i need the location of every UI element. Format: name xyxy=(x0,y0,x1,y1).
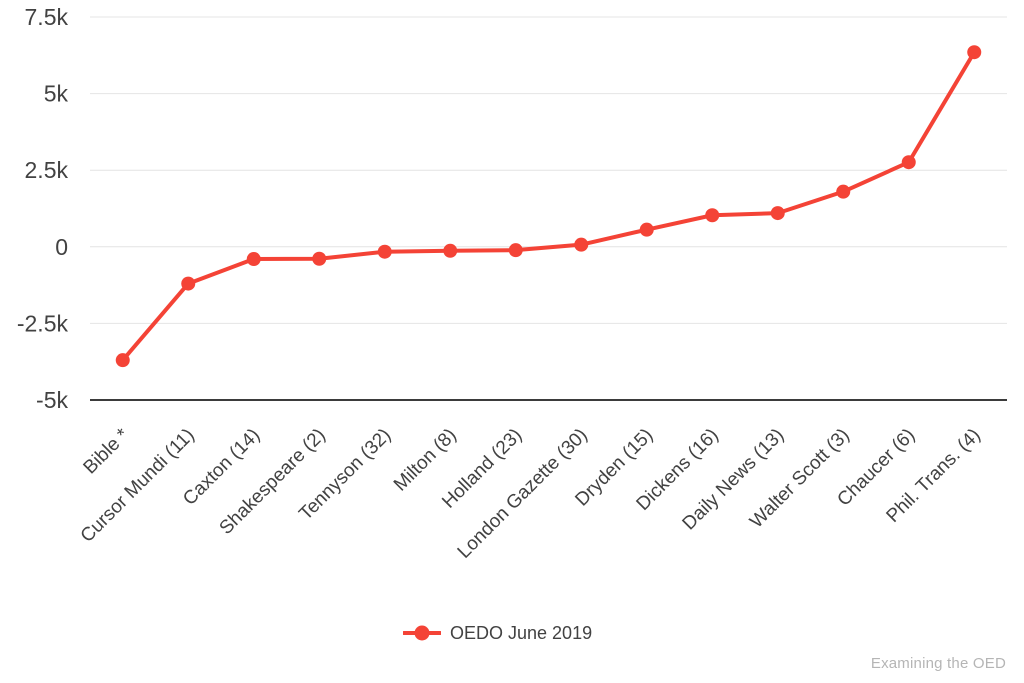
data-point xyxy=(705,208,720,223)
y-axis-tick-label: -2.5k xyxy=(17,310,69,336)
data-point xyxy=(967,45,982,60)
data-point xyxy=(115,353,130,368)
data-point xyxy=(443,243,458,258)
data-point xyxy=(181,276,196,291)
y-axis-tick-label: 0 xyxy=(55,234,68,260)
data-point xyxy=(901,155,916,170)
y-axis-tick-label: -5k xyxy=(36,387,68,413)
legend-series-marker-icon xyxy=(403,625,441,641)
data-point xyxy=(508,243,523,258)
y-axis-tick-label: 5k xyxy=(44,81,69,107)
data-point xyxy=(836,184,851,199)
series-line xyxy=(120,50,977,363)
y-axis-tick-label: 7.5k xyxy=(25,4,69,30)
data-point xyxy=(312,251,327,266)
x-axis-tick-label: London Gazette (30) xyxy=(454,425,592,563)
y-axis-tick-label: 2.5k xyxy=(25,157,69,183)
x-axis-tick-label: Bible * xyxy=(80,424,134,478)
x-axis-tick-label: Cursor Mundi (11) xyxy=(77,425,199,547)
data-point xyxy=(574,237,589,252)
data-point xyxy=(246,252,261,267)
data-point xyxy=(639,222,654,237)
data-point xyxy=(770,206,785,221)
data-point xyxy=(377,244,392,259)
watermark: Examining the OED xyxy=(870,655,1006,672)
legend-series-label: OEDO June 2019 xyxy=(450,622,593,643)
legend: OEDO June 2019 xyxy=(403,621,592,645)
